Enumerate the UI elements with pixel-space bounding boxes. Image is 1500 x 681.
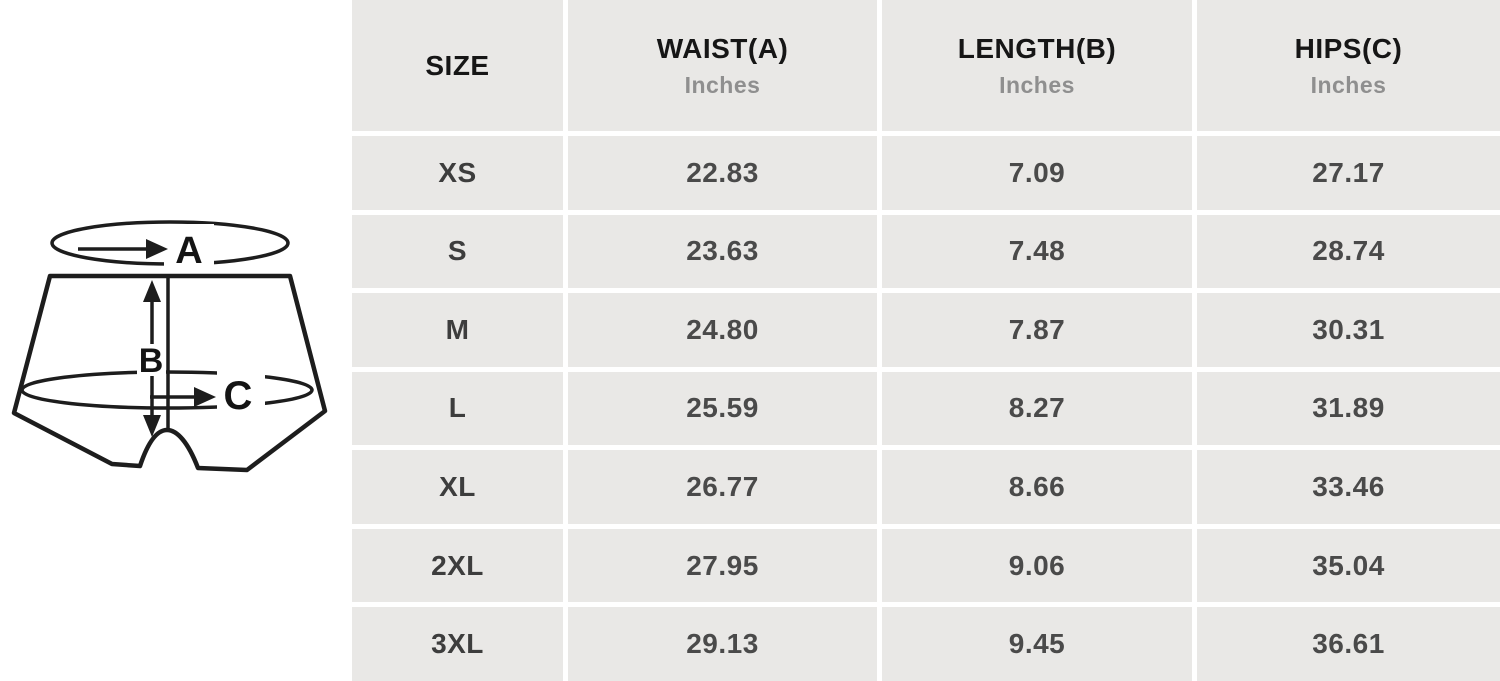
hips-ellipse [20,370,314,410]
hips-cell: 28.74 [1197,214,1500,289]
size-value: L [448,392,467,424]
waist-cell: 27.95 [568,528,877,603]
waist-value: 29.13 [686,628,759,660]
shorts-outline [11,273,328,473]
waist-cell: 24.80 [568,293,877,367]
length-value: 7.48 [1008,235,1066,267]
waist-header-label: WAIST(A) [656,32,789,64]
hips-value: 31.89 [1312,392,1385,424]
size-value: XL [439,471,476,503]
size-cell: L [352,371,563,446]
waist-cell: 29.13 [568,607,877,681]
column-header-length: LENGTH(B) Inches [882,0,1192,131]
length-value: 8.66 [1008,471,1066,503]
length-cell: 8.27 [882,371,1192,446]
size-value: M [445,313,470,345]
hips-cell: 31.89 [1197,371,1500,446]
waist-arrowhead-icon [146,239,168,259]
hips-cell: 27.17 [1197,136,1500,210]
size-cell: XL [352,450,563,524]
waist-header-unit: Inches [684,71,761,98]
length-value: 9.06 [1008,549,1066,581]
waist-cell: 22.83 [568,136,877,210]
hips-label: C [224,374,253,418]
hips-value: 28.74 [1312,235,1385,267]
waist-cell: 23.63 [568,214,877,289]
length-cell: 8.66 [882,450,1192,524]
length-cell: 7.87 [882,293,1192,367]
length-label-backdrop [137,345,166,375]
hips-value: 27.17 [1312,156,1385,188]
hips-value: 35.04 [1312,549,1385,581]
waist-value: 24.80 [686,313,759,345]
waist-label-backdrop [164,224,214,266]
size-value: 3XL [431,628,484,660]
size-cell: M [352,293,563,367]
length-value: 7.09 [1008,156,1066,188]
hips-header-unit: Inches [1310,71,1387,98]
size-cell: XS [352,136,563,210]
size-cell: S [352,214,563,289]
size-cell: 3XL [352,607,563,681]
length-value: 8.27 [1008,392,1066,424]
shorts-measurement-diagram: A B C [11,220,328,473]
size-cell: 2XL [352,528,563,603]
waist-value: 25.59 [686,392,759,424]
hips-arrowhead-icon [194,387,216,407]
waist-value: 22.83 [686,156,759,188]
length-arrowhead-up-icon [143,280,161,302]
length-cell: 9.06 [882,528,1192,603]
size-chart-table: SIZE WAIST(A) Inches LENGTH(B) Inches HI… [352,0,1500,681]
size-value: 2XL [431,549,484,581]
length-arrowhead-down-icon [143,415,161,437]
length-header-label: LENGTH(B) [957,32,1117,64]
length-cell: 7.48 [882,214,1192,289]
size-value: S [447,235,468,267]
length-label: B [139,342,164,380]
hips-label-backdrop [217,369,265,412]
waist-value: 27.95 [686,549,759,581]
waist-cell: 26.77 [568,450,877,524]
hips-value: 30.31 [1312,313,1385,345]
waist-value: 23.63 [686,235,759,267]
size-header-label: SIZE [425,49,490,81]
column-header-waist: WAIST(A) Inches [568,0,877,131]
hips-cell: 36.61 [1197,607,1500,681]
waist-label: A [175,230,202,272]
column-header-size: SIZE [352,0,563,131]
length-header-unit: Inches [999,71,1075,98]
hips-cell: 33.46 [1197,450,1500,524]
column-header-hips: HIPS(C) Inches [1197,0,1500,131]
hips-value: 36.61 [1312,628,1385,660]
hips-cell: 35.04 [1197,528,1500,603]
length-value: 9.45 [1008,628,1066,660]
waist-value: 26.77 [686,471,759,503]
waist-cell: 25.59 [568,371,877,446]
size-value: XS [438,156,477,188]
length-cell: 7.09 [882,136,1192,210]
hips-header-label: HIPS(C) [1294,32,1403,64]
length-value: 7.87 [1008,313,1066,345]
hips-cell: 30.31 [1197,293,1500,367]
hips-value: 33.46 [1312,471,1385,503]
length-cell: 9.45 [882,607,1192,681]
